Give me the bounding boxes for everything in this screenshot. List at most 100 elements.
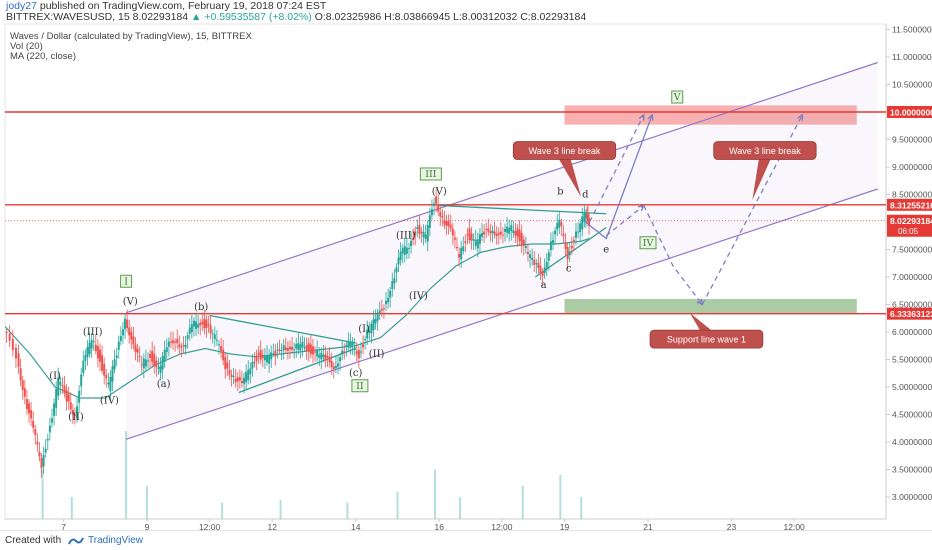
candle-body (397, 257, 400, 265)
candle-body (44, 448, 47, 453)
candle-body (510, 225, 513, 232)
candle-body (46, 438, 49, 441)
candle-body (549, 241, 552, 250)
callout-text: Wave 3 line break (729, 146, 801, 156)
candle-body (157, 367, 160, 369)
footer: Created with TradingView (0, 530, 932, 550)
candle-body (299, 344, 302, 351)
candle-body (55, 388, 58, 408)
candle-body (67, 394, 70, 402)
projection-line (588, 114, 645, 223)
candle-body (128, 327, 131, 336)
candle-body (23, 388, 26, 397)
candle-body (253, 362, 256, 364)
candle-body (140, 364, 143, 366)
candle-body (293, 349, 296, 351)
y-tick-label: 9.50000000 (892, 135, 932, 145)
candle-body (103, 364, 106, 376)
candle-body (462, 246, 465, 252)
tradingview-brand[interactable]: TradingView (88, 535, 144, 546)
projection-line (584, 114, 653, 240)
volume-bar (396, 491, 399, 519)
candle-body (165, 347, 168, 353)
candle-body (495, 233, 498, 237)
candle-body (520, 232, 523, 246)
candle-body (531, 257, 534, 260)
triangle-line (209, 314, 356, 344)
candle-body (280, 350, 283, 352)
candle-body (38, 451, 41, 457)
wave-label: (b) (194, 302, 208, 313)
y-tick-label: 3.50000000 (892, 465, 932, 475)
candle-body (155, 360, 158, 367)
resistance-zone (564, 105, 857, 125)
last-price-text: 8.02293184 (132, 11, 189, 23)
volume-bar (145, 486, 148, 519)
candle-body (522, 239, 525, 246)
candle-body (410, 240, 413, 247)
candle-body (579, 223, 582, 233)
volume-bar (279, 499, 282, 519)
candle-body (401, 247, 404, 254)
candle-body (36, 441, 39, 445)
candle-body (466, 234, 469, 236)
candle-body (230, 374, 233, 377)
candle-body (441, 216, 444, 218)
author-link[interactable]: jody27 (6, 0, 37, 12)
volume-bar (434, 469, 437, 519)
candle-body (447, 221, 450, 226)
candle-body (163, 349, 166, 362)
candle-body (78, 390, 81, 403)
candle-body (94, 344, 97, 351)
candle-body (174, 341, 177, 343)
candle-body (574, 231, 577, 238)
candle-body (407, 248, 410, 250)
candle-body (318, 354, 321, 358)
candle-body (514, 231, 517, 236)
candle-body (586, 214, 589, 221)
candle-body (355, 351, 358, 355)
candle-body (224, 357, 227, 370)
y-tick-label: 8.50000000 (892, 190, 932, 200)
price-chart[interactable]: Waves / Dollar (calculated by TradingVie… (0, 22, 932, 530)
wave-label: (V) (432, 187, 447, 198)
candle-body (19, 368, 22, 381)
wave-degree-box (639, 236, 657, 250)
candle-body (485, 228, 488, 230)
candle-body (132, 336, 135, 345)
candle-body (339, 357, 342, 362)
candle-body (286, 347, 289, 351)
projection-arrowhead (797, 113, 804, 121)
last-price-tag (887, 214, 932, 237)
wave-label: e (603, 244, 609, 255)
candle-body (274, 351, 277, 357)
candle-body (541, 271, 544, 276)
level-price-tag-text: 8.31255216 (890, 200, 932, 210)
y-tick-label: 10.50000000 (892, 80, 932, 90)
candle-body (476, 239, 479, 249)
volume-bar (559, 475, 562, 519)
level-price-tag (887, 307, 932, 320)
candle-body (17, 353, 20, 367)
candle-body (455, 247, 458, 249)
candle-body (178, 344, 181, 348)
candle-body (552, 240, 555, 244)
volume-bar (346, 502, 349, 519)
candle-body (584, 213, 587, 218)
candle-body (144, 359, 147, 367)
candle-body (545, 262, 548, 269)
candle-body (501, 234, 504, 236)
wave-label: c (566, 264, 572, 275)
candle-body (330, 361, 333, 368)
candle-body (376, 312, 379, 321)
candle-body (416, 227, 419, 229)
wave-degree-box (351, 379, 369, 393)
y-tick-label: 4.50000000 (892, 410, 932, 420)
y-tick-label: 6.50000000 (892, 300, 932, 310)
candle-body (524, 246, 527, 249)
candle-body (169, 341, 172, 343)
candle-body (351, 341, 354, 346)
candle-body (40, 458, 43, 469)
y-tick-label: 5.00000000 (892, 382, 932, 392)
candle-body (98, 349, 101, 362)
